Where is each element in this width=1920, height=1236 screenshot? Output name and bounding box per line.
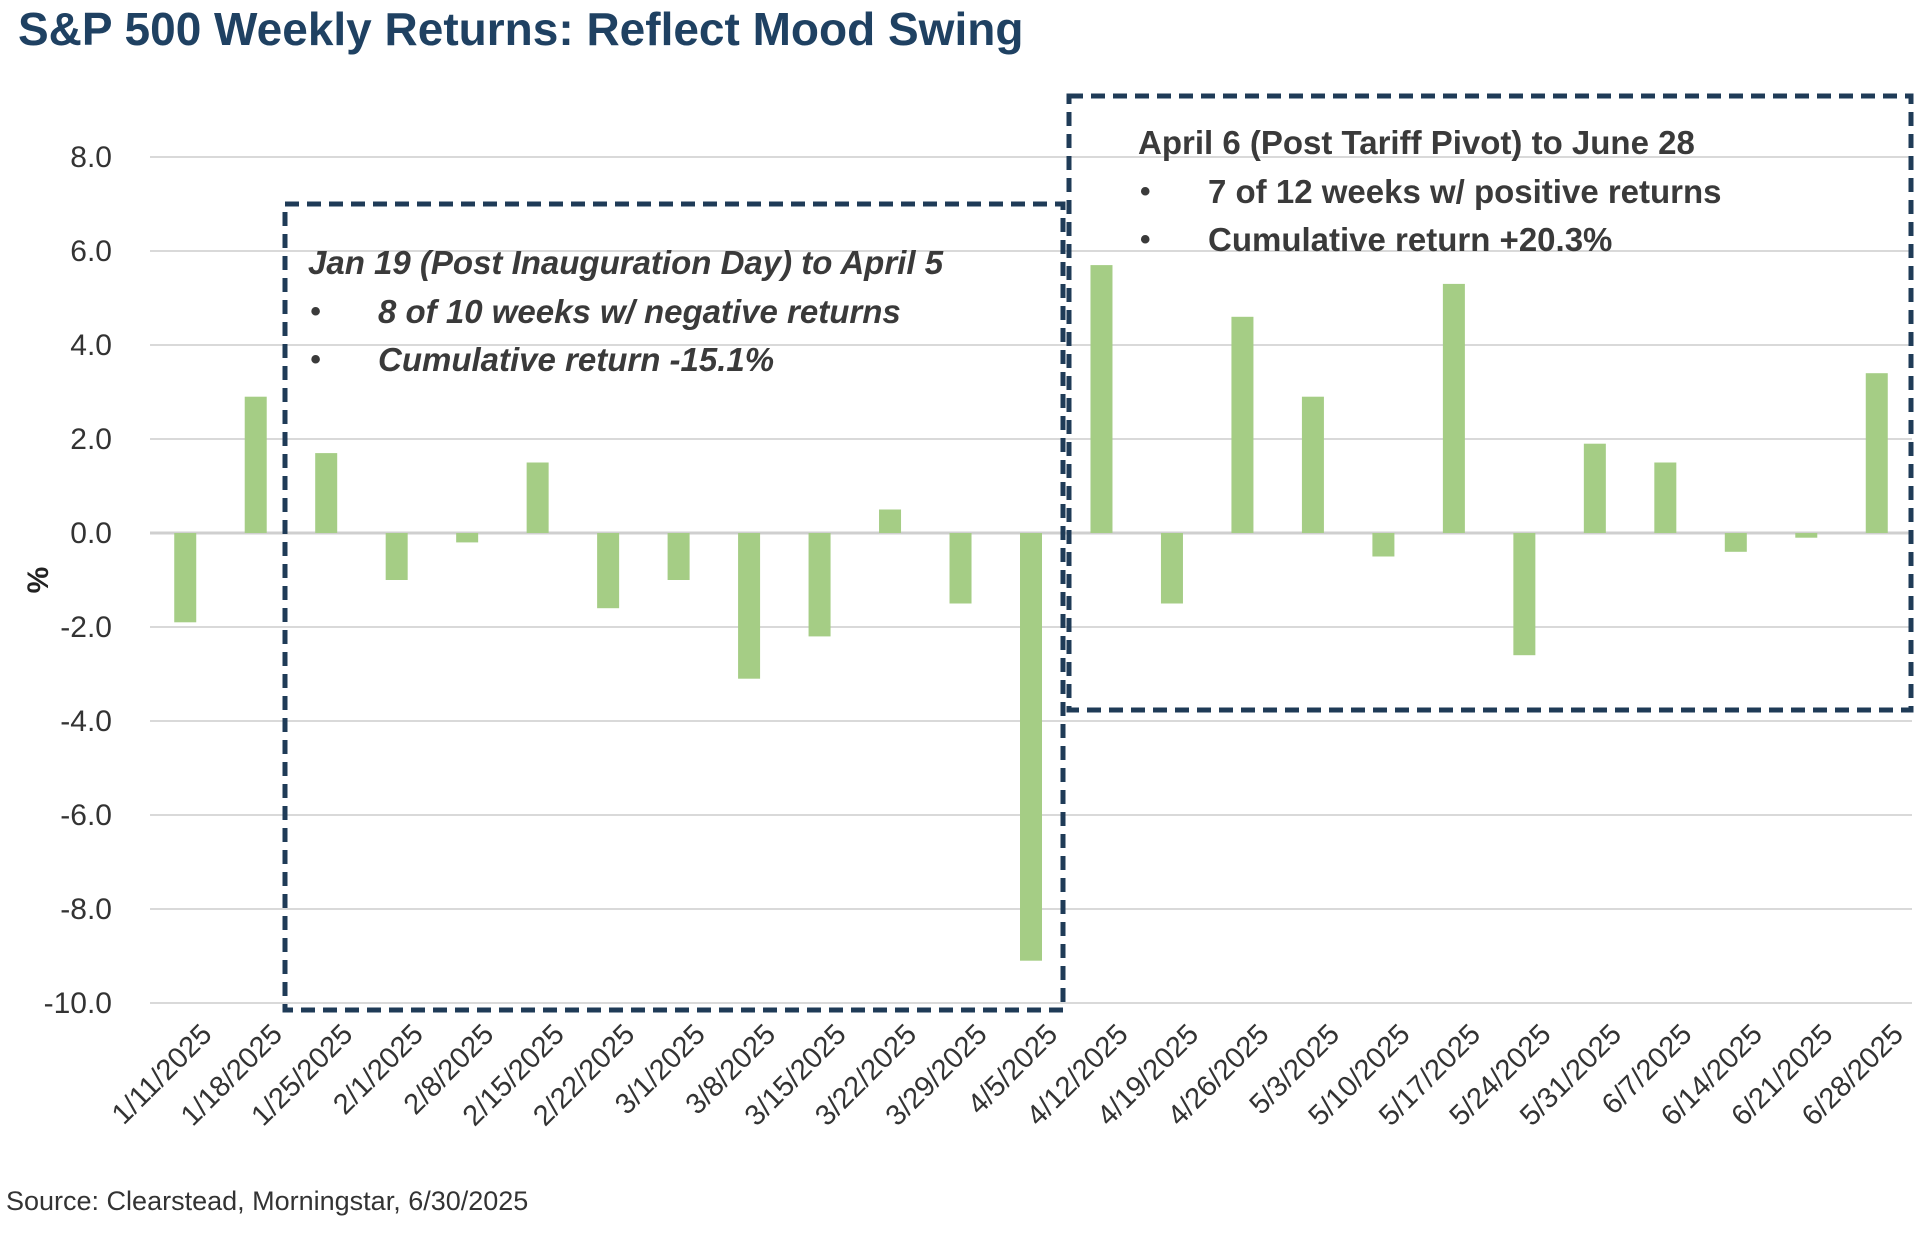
bar [808, 533, 831, 637]
bar [1160, 533, 1183, 604]
bar [1795, 533, 1818, 538]
annotation-1-bullet-1: 8 of 10 weeks w/ negative returns [308, 288, 943, 336]
y-tick-label: -4.0 [60, 705, 112, 738]
bar [1654, 462, 1677, 533]
annotation-box-2 [1066, 93, 1914, 713]
bar [1513, 533, 1536, 656]
bar [385, 533, 408, 580]
bar [949, 533, 972, 604]
y-tick-label: 6.0 [70, 235, 112, 268]
annotation-2-bullet-1: 7 of 12 weeks w/ positive returns [1138, 168, 1722, 216]
annotation-text-1: Jan 19 (Post Inauguration Day) to April … [308, 244, 943, 384]
bar [879, 509, 902, 533]
bar [597, 533, 620, 609]
bar [1301, 396, 1324, 533]
y-tick-label: -6.0 [60, 799, 112, 832]
y-axis-label: % [22, 567, 55, 594]
bar [1583, 443, 1606, 533]
y-tick-label: -2.0 [60, 611, 112, 644]
annotation-2-bullet-2: Cumulative return +20.3% [1138, 216, 1722, 264]
bar [174, 533, 197, 623]
bar [1865, 373, 1888, 533]
y-tick-label: 2.0 [70, 423, 112, 456]
y-axis-ticks: 8.0 6.0 4.0 2.0 0.0 -2.0 -4.0 -6.0 -8.0 -10.0 [44, 141, 112, 1020]
bar [1090, 265, 1113, 533]
annotation-2-heading: April 6 (Post Tariff Pivot) to June 28 [1138, 124, 1695, 161]
source-note: Source: Clearstead, Morningstar, 6/30/20… [6, 1186, 529, 1216]
annotation-text-2: April 6 (Post Tariff Pivot) to June 28 7… [1138, 124, 1722, 264]
bar [1231, 316, 1254, 533]
bar [667, 533, 690, 580]
bar [1442, 283, 1465, 533]
y-tick-label: 8.0 [70, 141, 112, 174]
bar [1372, 533, 1395, 557]
bars [174, 265, 1888, 961]
y-tick-label: -8.0 [60, 893, 112, 926]
x-axis-ticks: 1/11/20251/18/20251/25/20252/1/20252/8/2… [106, 1018, 1910, 1132]
bar [738, 533, 761, 679]
bar [456, 533, 479, 543]
chart-title: S&P 500 Weekly Returns: Reflect Mood Swi… [18, 3, 1024, 55]
bar [1724, 533, 1747, 552]
bar [1020, 533, 1042, 961]
bar [315, 453, 338, 533]
bar [244, 396, 267, 533]
y-tick-label: -10.0 [44, 987, 112, 1020]
annotation-1-heading: Jan 19 (Post Inauguration Day) to April … [308, 244, 944, 281]
y-tick-label: 4.0 [70, 329, 112, 362]
bar [526, 462, 549, 533]
y-tick-label: 0.0 [70, 517, 112, 550]
annotation-1-bullet-2: Cumulative return -15.1% [308, 336, 943, 384]
